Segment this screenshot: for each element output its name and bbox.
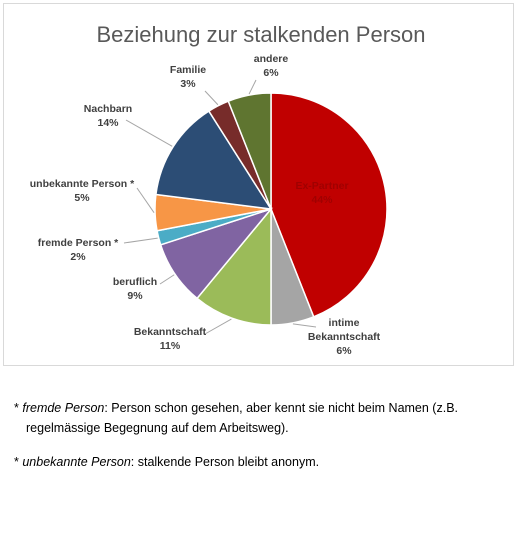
category-label: intime Bekanntschaft — [307, 317, 381, 343]
note-text: : stalkende Person bleibt anonym. — [130, 455, 320, 469]
leader-line — [292, 323, 317, 328]
leader-line — [204, 318, 232, 335]
value-label: 2% — [70, 251, 86, 263]
note-marker: * — [14, 455, 19, 469]
data-label: Ex-Partner 44% — [295, 179, 348, 207]
note-text: : Person schon gesehen, aber kennt sie n… — [26, 401, 459, 435]
data-label: Familie 3% — [170, 63, 206, 91]
leader-line — [248, 79, 257, 95]
data-label: unbekannte Person * 5% — [30, 177, 134, 205]
pie-slice — [155, 110, 273, 210]
leader-line — [125, 119, 173, 147]
category-label: andere — [253, 53, 289, 65]
note-term: unbekannte Person — [22, 455, 131, 469]
note: * fremde Person: Person schon gesehen, a… — [14, 398, 484, 438]
category-label: Nachbarn — [83, 103, 133, 115]
leader-line — [204, 90, 219, 106]
note: * unbekannte Person: stalkende Person bl… — [14, 452, 484, 472]
value-label: 5% — [74, 192, 90, 204]
value-label: 44% — [311, 194, 333, 206]
chart-frame — [3, 3, 514, 366]
value-label: 6% — [336, 345, 352, 357]
pie-slice — [270, 92, 388, 318]
data-label: Nachbarn 14% — [84, 102, 132, 130]
chart — [123, 79, 388, 335]
category-label: beruflich — [112, 276, 158, 288]
data-label: beruflich 9% — [113, 275, 157, 303]
notes: * fremde Person: Person schon gesehen, a… — [14, 398, 484, 486]
pie-slice — [227, 92, 272, 210]
data-label: andere 6% — [254, 52, 288, 80]
data-label: intime Bekanntschaft 6% — [304, 316, 384, 358]
value-label: 14% — [97, 117, 119, 129]
value-label: 11% — [159, 340, 181, 352]
category-label: fremde Person * — [37, 237, 119, 249]
data-label: Bekanntschaft 11% — [134, 325, 206, 353]
category-label: unbekannte Person * — [29, 178, 135, 190]
data-label: fremde Person * 2% — [38, 236, 119, 264]
note-marker: * — [14, 401, 19, 415]
chart-title: Beziehung zur stalkenden Person — [96, 22, 426, 47]
category-label: Bekanntschaft — [133, 326, 207, 338]
leader-line — [123, 237, 158, 244]
note-term: fremde Person — [22, 401, 105, 415]
leader-line — [159, 274, 175, 285]
category-label: Ex-Partner — [295, 180, 349, 192]
leader-line — [136, 187, 155, 213]
value-label: 3% — [180, 78, 196, 90]
value-label: 9% — [127, 290, 143, 302]
pie-slice — [196, 206, 272, 326]
value-label: 6% — [263, 67, 279, 79]
category-label: Familie — [169, 64, 207, 76]
